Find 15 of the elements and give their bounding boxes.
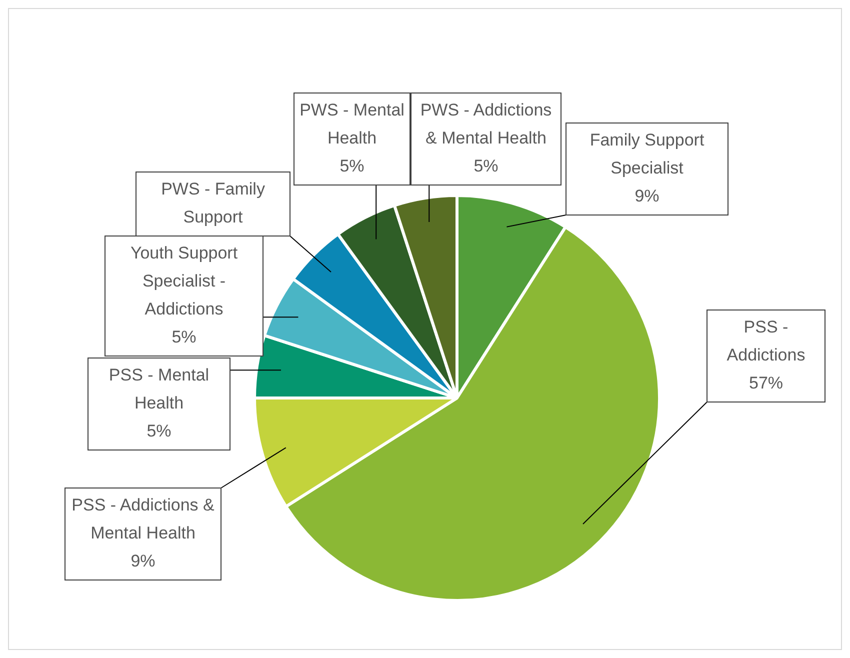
- slice-label: PSS - Mental Health: [108, 366, 210, 413]
- data-label: 9%: [634, 186, 660, 206]
- data-label: 5%: [474, 156, 498, 176]
- data-label: 5%: [340, 156, 364, 176]
- slice-label: PSS - Addictions & Mental Health: [72, 496, 215, 543]
- data-label: 5%: [146, 422, 172, 441]
- slice-label: Youth Support Specialist - Addictions: [130, 244, 238, 319]
- slice-label: Family Support Specialist: [590, 130, 704, 178]
- slice-label: PWS - Family Support: [161, 180, 266, 227]
- slice-label: PWS - Addictions & Mental Health: [420, 100, 552, 148]
- data-label: 5%: [172, 328, 196, 347]
- data-label: 57%: [748, 374, 784, 393]
- data-label: 9%: [130, 552, 156, 571]
- slice-label: PWS - Mental Health: [300, 100, 404, 148]
- slice-label: PSS - Addictions: [726, 318, 806, 365]
